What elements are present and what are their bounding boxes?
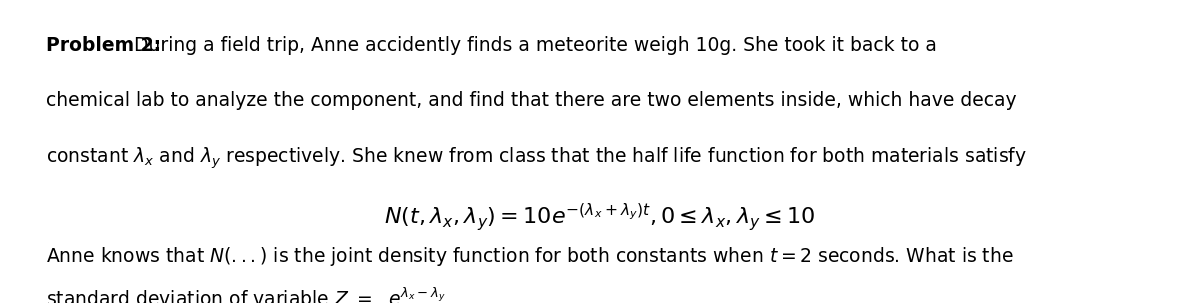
Text: standard deviation of variable $Z\ =\ \ e^{\lambda_x - \lambda_y}$: standard deviation of variable $Z\ =\ \ … <box>46 288 445 303</box>
Text: Anne knows that $N(...)$ is the joint density function for both constants when $: Anne knows that $N(...)$ is the joint de… <box>46 245 1013 268</box>
Text: $N(t, \lambda_x, \lambda_y) = 10e^{-(\lambda_x+\lambda_y)t}, 0 \leq \lambda_x, \: $N(t, \lambda_x, \lambda_y) = 10e^{-(\la… <box>384 201 816 234</box>
Text: chemical lab to analyze the component, and find that there are two elements insi: chemical lab to analyze the component, a… <box>46 91 1016 110</box>
Text: constant $\lambda_x$ and $\lambda_y$ respectively. She knew from class that the : constant $\lambda_x$ and $\lambda_y$ res… <box>46 145 1027 171</box>
Text: During a field trip, Anne accidently finds a meteorite weigh 10g. She took it ba: During a field trip, Anne accidently fin… <box>134 36 937 55</box>
Text: Problem 2:: Problem 2: <box>46 36 161 55</box>
